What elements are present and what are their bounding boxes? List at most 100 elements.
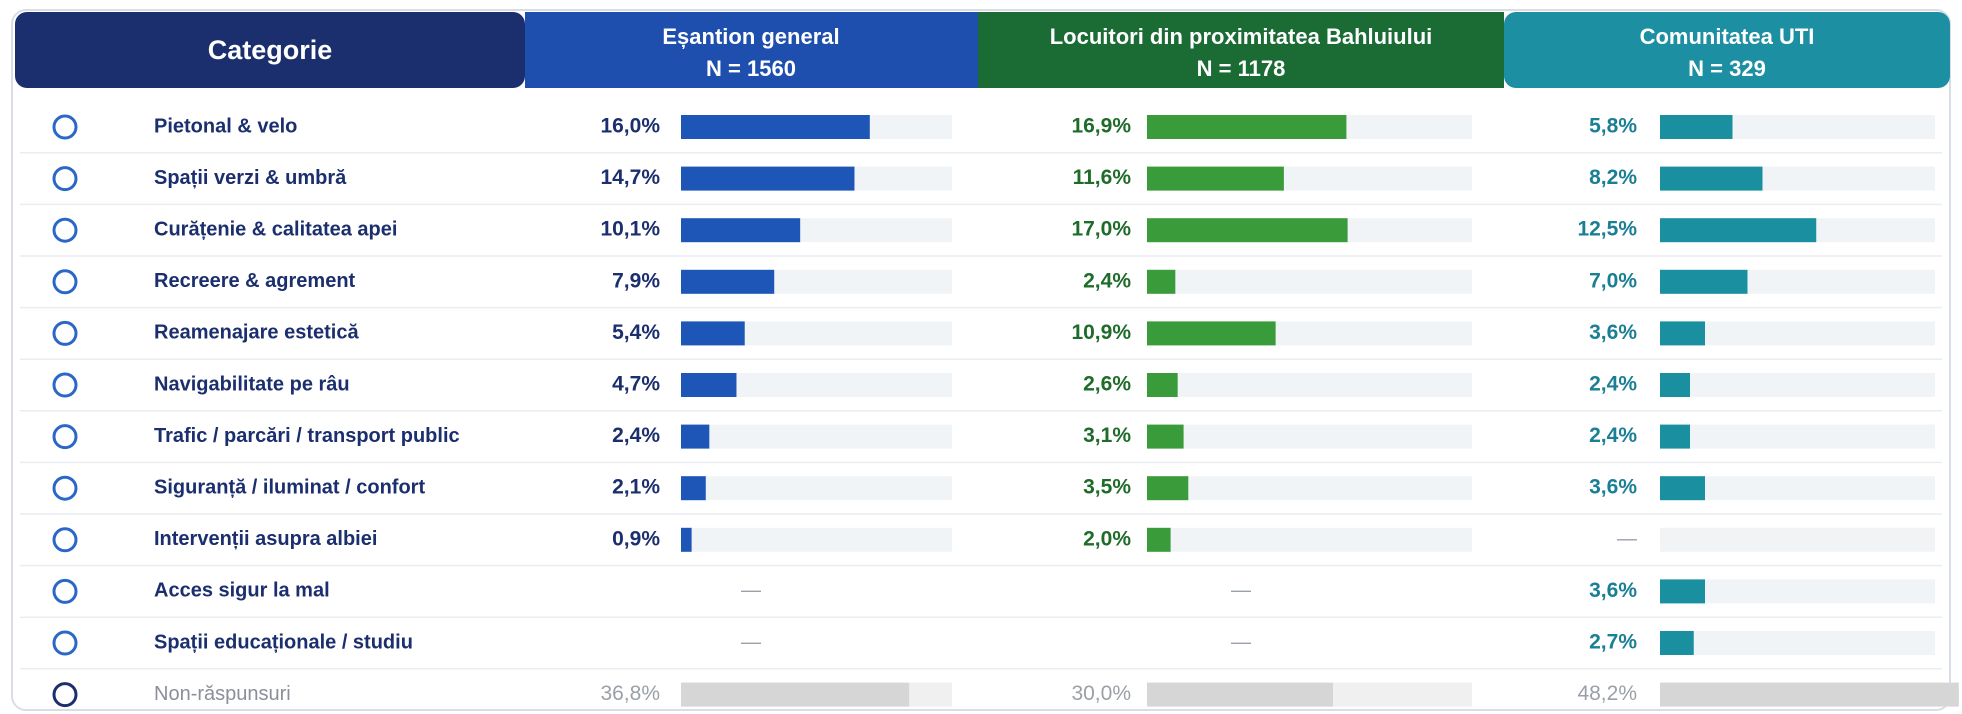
bar	[1147, 682, 1333, 707]
value-label: 7,0%	[1589, 269, 1637, 292]
value-label: 36,8%	[600, 682, 660, 705]
header-cell	[525, 12, 978, 88]
column-n: N = 1560	[706, 56, 796, 81]
value-label: 5,4%	[612, 321, 660, 344]
bar-track	[1147, 424, 1472, 449]
value-label: 10,1%	[600, 218, 660, 241]
row-icon	[52, 475, 78, 501]
bar	[1147, 166, 1284, 191]
bar	[681, 527, 692, 552]
row-icon	[52, 578, 78, 604]
row-icon	[52, 166, 78, 192]
bar	[681, 682, 910, 707]
value-label: 48,2%	[1577, 682, 1637, 705]
bar	[1660, 373, 1690, 397]
column-n: N = 329	[1688, 56, 1766, 81]
bar	[1660, 115, 1733, 139]
bar-track	[681, 424, 952, 449]
value-label: 12,5%	[1577, 218, 1637, 241]
value-label: 0,9%	[612, 527, 660, 550]
bar	[1147, 424, 1184, 449]
bar	[681, 476, 706, 501]
bar	[681, 115, 870, 139]
row-icon	[52, 682, 78, 708]
category-label: Intervenții asupra albiei	[154, 528, 377, 550]
header-cell	[978, 12, 1504, 88]
value-label: 2,4%	[1589, 424, 1637, 447]
value-label: —	[1231, 580, 1251, 602]
column-title: Comunitatea UTI	[1640, 24, 1815, 49]
value-label: 3,5%	[1083, 476, 1131, 499]
category-label: Acces sigur la mal	[154, 580, 330, 602]
value-label: 2,1%	[612, 476, 660, 499]
bar	[1660, 269, 1748, 294]
bar	[681, 218, 801, 243]
row-icon	[52, 269, 78, 295]
bar	[1147, 527, 1171, 552]
row-icon	[52, 424, 78, 450]
bar	[681, 373, 737, 397]
bar-track	[1660, 373, 1935, 397]
bar	[1660, 166, 1763, 191]
bar-track	[1147, 269, 1472, 294]
row-icon	[52, 114, 78, 140]
category-label: Reamenajare estetică	[154, 322, 359, 344]
value-label: 2,6%	[1083, 373, 1131, 396]
value-label: 3,6%	[1589, 321, 1637, 344]
row-icon	[52, 372, 78, 398]
value-label: 30,0%	[1071, 682, 1131, 705]
bar	[1147, 321, 1276, 346]
value-label: 2,4%	[1589, 373, 1637, 396]
category-label: Recreere & agrement	[154, 270, 356, 292]
value-label: 16,0%	[600, 115, 660, 138]
header-cell	[1504, 12, 1950, 88]
category-label: Pietonal & velo	[154, 115, 297, 137]
category-label: Spații verzi & umbră	[154, 167, 347, 189]
frame	[11, 9, 1951, 711]
bar	[1147, 373, 1178, 397]
category-label: Spații educaționale / studiu	[154, 631, 413, 653]
bar-track	[1660, 424, 1935, 449]
bar-track	[1147, 373, 1472, 397]
value-label: 5,8%	[1589, 115, 1637, 138]
value-label: 3,6%	[1589, 579, 1637, 602]
value-label: 16,9%	[1071, 115, 1131, 138]
bar	[1660, 579, 1705, 604]
value-label: 8,2%	[1589, 166, 1637, 189]
value-label: 10,9%	[1071, 321, 1131, 344]
category-label: Siguranță / iluminat / confort	[154, 476, 425, 498]
category-label: Curățenie & calitatea apei	[154, 218, 397, 240]
bar-track	[1660, 579, 1935, 604]
bar	[1660, 682, 1959, 707]
bar	[681, 321, 745, 346]
bar	[681, 269, 775, 294]
value-label: 2,0%	[1083, 527, 1131, 550]
column-title: Eșantion general	[662, 24, 839, 49]
category-label: Trafic / parcări / transport public	[154, 425, 460, 447]
bar-track	[1660, 631, 1935, 655]
row-icon	[52, 527, 78, 553]
bar	[1147, 218, 1348, 243]
bar	[681, 166, 855, 191]
value-label: —	[741, 580, 761, 602]
bar	[1660, 424, 1690, 449]
column-title: Locuitori din proximitatea Bahluiului	[1050, 24, 1433, 49]
bar-track	[681, 476, 952, 501]
bar	[1147, 115, 1347, 139]
value-label: 11,6%	[1073, 166, 1132, 189]
header-cell	[15, 12, 525, 88]
bar	[1660, 218, 1817, 243]
header-title: Categorie	[208, 35, 333, 65]
bar-track	[1660, 476, 1935, 501]
bar-track	[1660, 321, 1935, 346]
value-label: —	[1231, 631, 1251, 653]
bar	[1147, 269, 1176, 294]
value-label: 2,7%	[1589, 631, 1637, 654]
value-label: 2,4%	[612, 424, 660, 447]
bar	[1660, 631, 1694, 655]
value-label: 17,0%	[1071, 218, 1131, 241]
bar-track	[1660, 527, 1935, 552]
category-label: Navigabilitate pe râu	[154, 373, 350, 395]
